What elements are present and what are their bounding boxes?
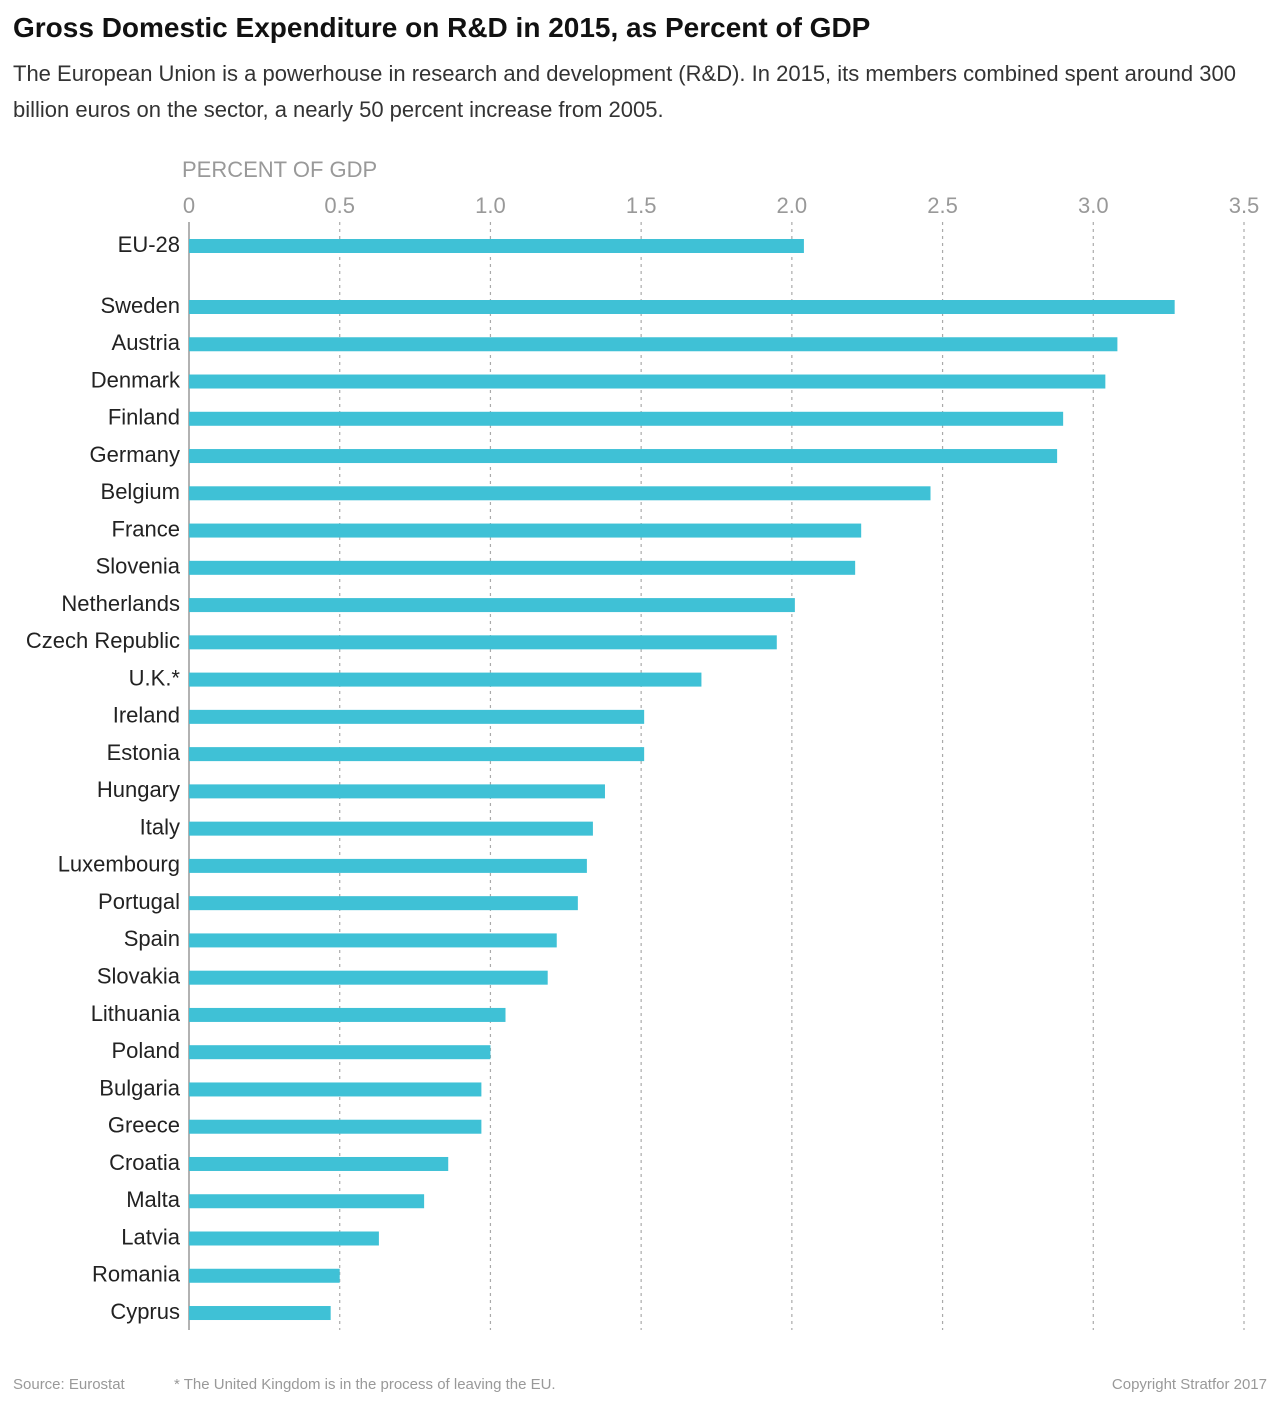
x-tick-label: 3.0: [1078, 193, 1109, 218]
bar: [189, 1194, 425, 1209]
bar: [189, 1306, 331, 1321]
y-tick-label: Germany: [90, 442, 180, 467]
bar: [189, 1007, 506, 1022]
y-tick-label: Slovakia: [97, 963, 181, 988]
y-tick-label: Hungary: [97, 777, 180, 802]
bar: [189, 1045, 491, 1060]
x-tick-label: 0: [183, 193, 195, 218]
bar: [189, 1231, 379, 1246]
y-tick-label: Czech Republic: [26, 628, 180, 653]
footnote: * The United Kingdom is in the process o…: [174, 1376, 556, 1393]
x-tick-label: 0.5: [324, 193, 355, 218]
x-tick-label: 1.5: [626, 193, 657, 218]
bar: [189, 1156, 449, 1171]
y-tick-label: Italy: [140, 814, 180, 839]
x-tick-label: 2.5: [927, 193, 958, 218]
y-tick-label: Portugal: [98, 889, 180, 914]
bar: [189, 747, 645, 762]
axis-title: PERCENT OF GDP: [182, 157, 377, 182]
bar: [189, 635, 777, 650]
bar: [189, 374, 1106, 389]
bar: [189, 784, 605, 799]
bar: [189, 337, 1118, 352]
bar: [189, 709, 645, 724]
y-tick-label: Spain: [124, 926, 180, 951]
y-tick-label: Ireland: [113, 703, 180, 728]
bar: [189, 933, 557, 948]
bar: [189, 1268, 340, 1283]
y-tick-label: Greece: [108, 1113, 180, 1138]
y-tick-label: Lithuania: [91, 1001, 181, 1026]
bar: [189, 598, 795, 613]
y-tick-label: Romania: [92, 1262, 181, 1287]
bar: [189, 411, 1064, 426]
y-tick-label: EU-28: [118, 232, 180, 257]
bar: [189, 672, 702, 687]
bar: [189, 858, 587, 873]
y-tick-label: Belgium: [101, 479, 180, 504]
y-tick-label: Denmark: [91, 367, 181, 392]
bar: [189, 486, 931, 501]
y-tick-label: Bulgaria: [99, 1075, 180, 1100]
y-tick-label: Malta: [126, 1187, 181, 1212]
bar: [189, 560, 856, 575]
bar: [189, 300, 1175, 314]
y-tick-label: Netherlands: [61, 591, 180, 616]
x-tick-label: 1.0: [475, 193, 506, 218]
y-tick-label: Finland: [108, 405, 180, 430]
x-tick-label: 3.5: [1229, 193, 1260, 218]
bar: [189, 523, 862, 538]
y-tick-label: Croatia: [109, 1150, 181, 1175]
bar: [189, 239, 804, 253]
y-tick-label: Sweden: [100, 293, 180, 318]
y-tick-label: Luxembourg: [58, 852, 180, 877]
y-tick-label: Austria: [112, 330, 181, 355]
bar: [189, 1082, 482, 1097]
y-tick-label: Estonia: [107, 740, 181, 765]
copyright: Copyright Stratfor 2017: [1111, 1376, 1267, 1393]
bar: [189, 1119, 482, 1134]
x-tick-label: 2.0: [777, 193, 808, 218]
chart-title: Gross Domestic Expenditure on R&D in 201…: [13, 12, 871, 43]
chart-subtitle: The European Union is a powerhouse in re…: [13, 61, 1236, 122]
y-tick-label: Slovenia: [96, 554, 181, 579]
y-tick-label: U.K.*: [129, 665, 181, 690]
y-tick-label: Cyprus: [110, 1299, 180, 1324]
bar: [189, 449, 1058, 464]
y-tick-label: Latvia: [121, 1224, 180, 1249]
source: Source: Eurostat: [13, 1376, 125, 1393]
bar: [189, 896, 578, 911]
y-tick-label: France: [112, 516, 180, 541]
bar: [189, 970, 548, 985]
bar: [189, 821, 593, 836]
y-tick-label: Poland: [111, 1038, 180, 1063]
